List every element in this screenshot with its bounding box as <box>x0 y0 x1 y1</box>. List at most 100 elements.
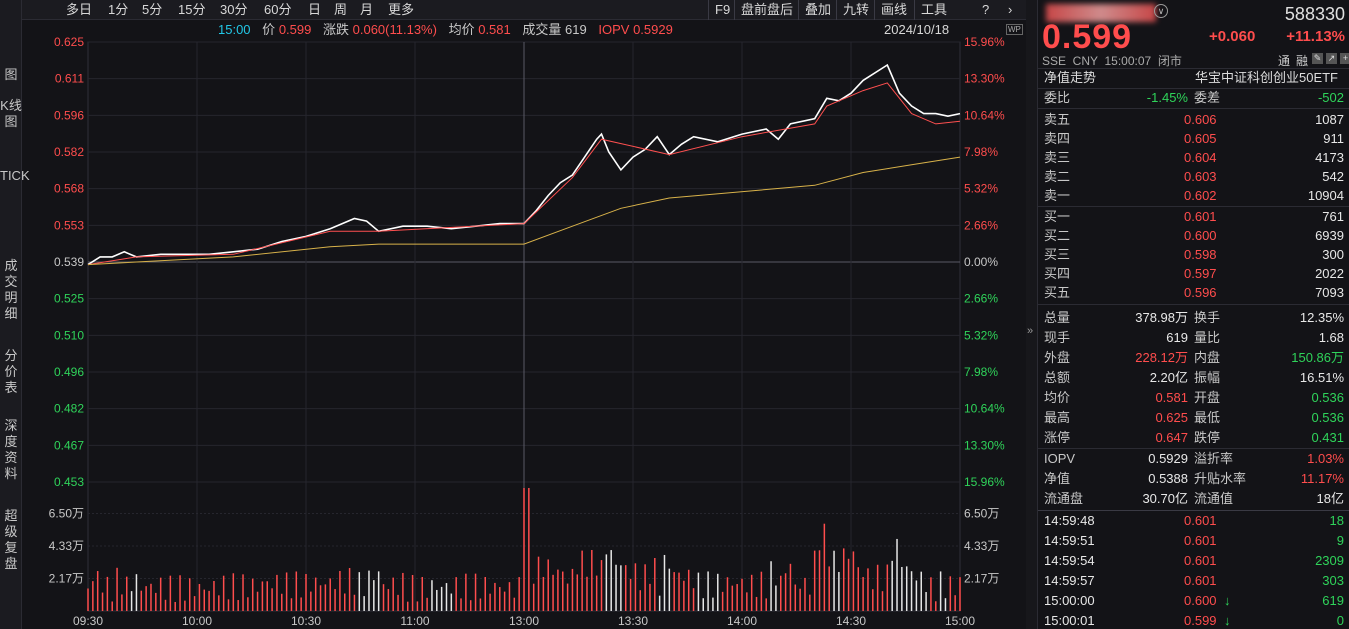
tools-button[interactable]: 工具 <box>914 0 947 20</box>
intraday-chart[interactable]: 15:00 价 0.599 涨跌 0.060(11.13%) 均价 0.581 … <box>22 20 1026 629</box>
bid-level-label: 买三 <box>1044 247 1071 262</box>
nav-trend-link[interactable]: 净值走势 <box>1044 70 1097 85</box>
bid-level-label: 买五 <box>1044 285 1071 300</box>
ask-price[interactable]: 0.606 <box>1184 112 1217 127</box>
wp-badge[interactable]: WP <box>1006 24 1023 35</box>
bid-price[interactable]: 0.601 <box>1184 209 1217 224</box>
dropdown-circle-icon[interactable]: ∨ <box>1154 4 1168 18</box>
pre-post-market-button[interactable]: 盘前盘后 <box>734 0 793 20</box>
nine-turn-button[interactable]: 九转 <box>836 0 869 20</box>
tick-price: 0.601 <box>1184 573 1217 588</box>
weibi-row: 委比 -1.45% 委差 -502 <box>1038 88 1349 108</box>
ask-row: 卖一 0.602 10904 <box>1038 186 1349 206</box>
arrow-icon[interactable]: ↗ <box>1326 53 1337 64</box>
y-pct-tick: 10.64% <box>964 402 1005 416</box>
ask-price[interactable]: 0.605 <box>1184 131 1217 146</box>
nav-super-review[interactable]: 超级复盘 <box>4 508 18 571</box>
stat-label: 均价 <box>1044 390 1071 405</box>
down-arrow-icon: ↓ <box>1224 613 1231 628</box>
panel-collapse-handle[interactable]: » <box>1026 0 1037 629</box>
stat2-label: 净值 <box>1044 471 1071 486</box>
stat-row: 最高 0.625 最低 0.536 <box>1038 408 1349 428</box>
period-multi-day[interactable]: 多日 <box>66 2 93 17</box>
f9-button[interactable]: F9 <box>708 0 730 20</box>
x-tick: 14:30 <box>836 614 866 628</box>
ask-row: 卖三 0.604 4173 <box>1038 148 1349 168</box>
ask-level-label: 卖二 <box>1044 169 1071 184</box>
period-more[interactable]: 更多 <box>388 2 415 17</box>
stat-value: 0.536 <box>1311 390 1344 405</box>
stat-value: 0.536 <box>1311 410 1344 425</box>
bid-price[interactable]: 0.597 <box>1184 266 1217 281</box>
stat2-row: 净值 0.5388 升贴水率 11.17% <box>1038 469 1349 489</box>
overlay-button[interactable]: 叠加 <box>798 0 831 20</box>
nav-price-table[interactable]: 分价表 <box>4 348 18 395</box>
help-circle-icon[interactable]: ? <box>982 2 990 17</box>
bid-row: 买三 0.598 300 <box>1038 245 1349 265</box>
x-tick: 10:30 <box>291 614 321 628</box>
ask-price[interactable]: 0.604 <box>1184 150 1217 165</box>
stat2-value: 1.03% <box>1307 451 1344 466</box>
nav-chart[interactable]: 图 <box>4 67 18 82</box>
nav-kline[interactable]: K线图 <box>0 98 22 129</box>
stat-value: 228.12万 <box>1135 350 1188 365</box>
nav-depth-info[interactable]: 深度资料 <box>4 418 18 481</box>
stat-value: 16.51% <box>1299 370 1344 385</box>
chart-canvas: 0.625 15.96% 0.611 13.30% 0.596 10.64% 0.582 7.… <box>49 35 1005 628</box>
y-price-tick: 0.568 <box>54 182 84 196</box>
y-pct-tick: 13.30% <box>964 438 1005 452</box>
bid-price[interactable]: 0.598 <box>1184 247 1217 262</box>
bid-price[interactable]: 0.600 <box>1184 228 1217 243</box>
stat-label: 开盘 <box>1194 390 1221 405</box>
ask-price[interactable]: 0.602 <box>1184 188 1217 203</box>
plus-icon[interactable]: + <box>1340 53 1349 64</box>
stat-label: 换手 <box>1194 310 1221 325</box>
stat-label: 最低 <box>1194 410 1221 425</box>
tick-volume: 619 <box>1322 593 1344 608</box>
stat-value: 2.20亿 <box>1149 370 1188 385</box>
period-day[interactable]: 日 <box>308 2 322 17</box>
tick-time: 14:59:57 <box>1044 573 1095 588</box>
chevron-right-icon[interactable]: › <box>1008 2 1013 17</box>
period-1min[interactable]: 1分 <box>108 2 129 17</box>
ask-price[interactable]: 0.603 <box>1184 169 1217 184</box>
vol-tick-left: 2.17万 <box>49 571 84 585</box>
tick-time: 14:59:51 <box>1044 533 1095 548</box>
stat-value: 12.35% <box>1299 310 1344 325</box>
y-price-tick: 0.467 <box>54 438 84 452</box>
y-price-tick: 0.496 <box>54 365 84 379</box>
weibi-label: 委比 <box>1044 90 1071 105</box>
bid-volume: 2022 <box>1315 266 1344 281</box>
bid-row: 买二 0.600 6939 <box>1038 226 1349 246</box>
period-5min[interactable]: 5分 <box>142 2 163 17</box>
ask-row: 卖四 0.605 911 <box>1038 129 1349 149</box>
tick-row: 14:59:54 0.601 2309 <box>1038 551 1349 571</box>
stat-value: 0.647 <box>1155 430 1188 445</box>
x-tick: 15:00 <box>945 614 975 628</box>
bid-row: 买四 0.597 2022 <box>1038 264 1349 284</box>
x-tick: 11:00 <box>400 614 429 628</box>
period-30min[interactable]: 30分 <box>220 2 248 17</box>
stat-value: 0.431 <box>1311 430 1344 445</box>
stat-value: 0.581 <box>1155 390 1188 405</box>
bid-price[interactable]: 0.596 <box>1184 285 1217 300</box>
stat2-row: IOPV 0.5929 溢折率 1.03% <box>1038 449 1349 469</box>
period-60min[interactable]: 60分 <box>264 2 292 17</box>
period-15min[interactable]: 15分 <box>178 2 206 17</box>
draw-line-button[interactable]: 画线 <box>874 0 907 20</box>
info-change: 0.060(11.13%) <box>352 22 437 37</box>
ask-volume: 1087 <box>1315 112 1344 127</box>
period-week[interactable]: 周 <box>334 2 348 17</box>
nav-trade-detail[interactable]: 成交明细 <box>4 258 18 321</box>
stat2-label: 流通值 <box>1194 491 1234 506</box>
nav-tick[interactable]: TICK <box>0 168 30 183</box>
down-arrow-icon: ↓ <box>1224 593 1231 608</box>
chart-info-bar: 15:00 价 0.599 涨跌 0.060(11.13%) 均价 0.581 … <box>218 22 673 38</box>
tick-price: 0.601 <box>1184 513 1217 528</box>
tick-row: 14:59:51 0.601 9 <box>1038 531 1349 551</box>
tick-row: 14:59:57 0.601 303 <box>1038 571 1349 591</box>
left-vertical-nav: 图 K线图 TICK 成交明细 分价表 深度资料 超级复盘 <box>0 0 30 629</box>
last-price: 0.599 <box>1042 18 1133 56</box>
period-month[interactable]: 月 <box>360 2 374 17</box>
pencil-icon[interactable]: ✎ <box>1312 53 1323 64</box>
